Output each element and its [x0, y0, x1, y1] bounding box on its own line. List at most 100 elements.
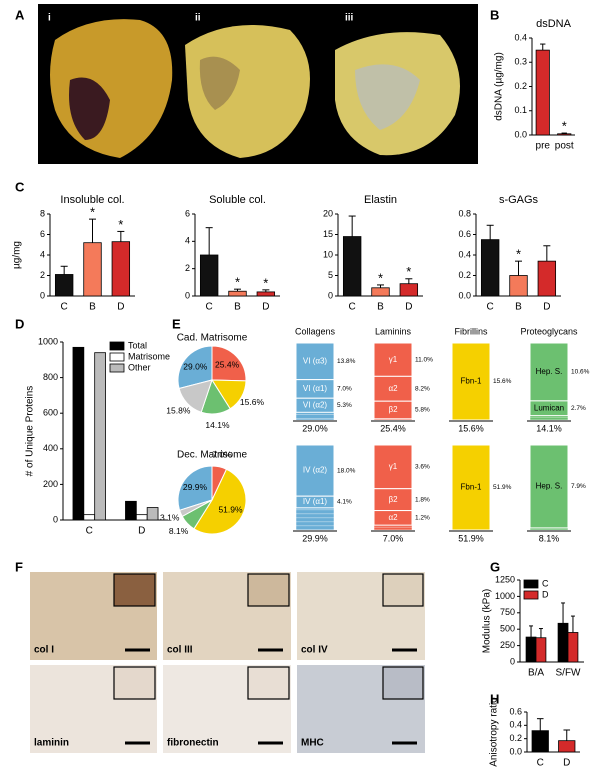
- bar: [399, 283, 419, 297]
- panel-label: D: [15, 316, 24, 331]
- pie-title: Cad. Matrisome: [177, 333, 248, 344]
- pie-label: 15.6%: [240, 397, 265, 407]
- y-tick-label: 0.1: [514, 105, 527, 115]
- bar: [535, 637, 547, 663]
- x-tick-label: C: [61, 302, 68, 313]
- stack-total: 8.1%: [539, 533, 560, 543]
- stack-segment: [295, 444, 335, 497]
- column-header: Proteoglycans: [520, 326, 578, 336]
- y-tick-label: 0: [53, 514, 58, 524]
- segment-name: β2: [388, 495, 398, 504]
- legend-label: D: [542, 589, 549, 599]
- heart-photo: [38, 4, 478, 164]
- stack-total: 25.4%: [380, 423, 406, 433]
- legend-swatch: [109, 352, 125, 362]
- y-tick-label: 250: [500, 640, 515, 650]
- segment-name: Hep. S.: [536, 482, 563, 491]
- legend-label: Matrisome: [128, 351, 170, 361]
- segment-value: 5.8%: [415, 407, 430, 414]
- bar: [135, 514, 148, 521]
- y-axis-label: # of Unique Proteins: [25, 386, 36, 477]
- y-tick-label: 1250: [495, 574, 515, 584]
- pie-label: 3.1%: [160, 512, 180, 522]
- y-tick-label: 4: [40, 249, 45, 259]
- pie-label: 15.8%: [166, 406, 191, 416]
- segment-value: 18.0%: [337, 467, 356, 474]
- stack-segment: [373, 510, 413, 526]
- pie-label: 29.0%: [183, 361, 208, 371]
- bar: [567, 632, 579, 663]
- y-axis-label: µg/mg: [12, 241, 23, 269]
- segment-value: 7.9%: [571, 483, 586, 490]
- significance-star: *: [562, 118, 567, 133]
- pie-label: 29.9%: [183, 482, 208, 492]
- y-tick-label: 0.4: [509, 720, 522, 730]
- y-tick-label: 0: [510, 656, 515, 666]
- y-tick-label: 800: [43, 372, 58, 382]
- chart-title: dsDNA: [536, 18, 572, 30]
- panel-label: E: [172, 316, 181, 331]
- y-tick-label: 0: [328, 290, 333, 300]
- x-tick-label: C: [349, 302, 356, 313]
- x-tick-label: C: [206, 302, 213, 313]
- pie-label: 51.9%: [218, 504, 243, 514]
- significance-star: *: [378, 270, 383, 285]
- pie-slice: [211, 345, 247, 382]
- segment-value: 3.6%: [415, 464, 430, 471]
- y-tick-label: 2: [40, 270, 45, 280]
- panel-label: F: [15, 559, 23, 574]
- y-tick-label: 200: [43, 479, 58, 489]
- stain-label: col III: [167, 645, 193, 656]
- bar: [83, 514, 96, 521]
- y-axis-label: Modulus (kPa): [482, 589, 493, 653]
- bar: [111, 241, 131, 297]
- x-tick-label: pre: [536, 141, 551, 152]
- stack-segment: [295, 495, 335, 509]
- y-tick-label: 0.8: [458, 208, 471, 218]
- stack-segment: [373, 400, 413, 420]
- segment-name: γ1: [389, 355, 398, 364]
- image-label: iii: [345, 13, 354, 24]
- y-tick-label: 1000: [495, 591, 515, 601]
- pie-label: 8.1%: [169, 526, 189, 536]
- segment-value: 2.7%: [571, 405, 586, 412]
- y-tick-label: 4: [185, 236, 190, 246]
- segment-value: 7.0%: [337, 386, 352, 393]
- y-tick-label: 0.3: [514, 57, 527, 67]
- segment-value: 1.2%: [415, 515, 430, 522]
- y-tick-label: 0.4: [514, 32, 527, 42]
- panel-label: G: [490, 559, 500, 574]
- bar: [557, 622, 569, 663]
- y-tick-label: 0: [40, 290, 45, 300]
- y-tick-label: 8: [40, 208, 45, 218]
- image-label: ii: [195, 13, 201, 24]
- panel-label: H: [490, 691, 499, 706]
- segment-name: IV (α2): [303, 466, 328, 475]
- segment-value: 51.9%: [493, 484, 512, 491]
- segment-value: 8.2%: [415, 385, 430, 392]
- stack-segment: [529, 400, 569, 417]
- stack-total: 14.1%: [536, 423, 562, 433]
- legend-swatch: [109, 341, 125, 351]
- y-tick-label: 0: [185, 290, 190, 300]
- segment-value: 11.0%: [415, 356, 433, 363]
- micrographs: [30, 572, 425, 753]
- legend-swatch: [109, 363, 125, 373]
- x-tick-label: B/A: [528, 668, 544, 679]
- legend-label: Other: [128, 362, 151, 372]
- segment-value: 10.6%: [571, 369, 590, 376]
- x-tick-label: D: [563, 758, 570, 769]
- bar: [125, 500, 137, 521]
- image-label: i: [48, 13, 51, 24]
- segment-name: Fbn-1: [461, 377, 482, 386]
- significance-star: *: [263, 275, 268, 290]
- pie-slice: [177, 465, 213, 511]
- x-tick-label: D: [262, 302, 269, 313]
- segment-name: γ1: [389, 462, 398, 471]
- bar: [531, 730, 549, 753]
- legend-swatch: [523, 579, 539, 589]
- bar: [371, 287, 390, 297]
- y-tick-label: 0.0: [514, 129, 527, 139]
- chart-title: Insoluble col.: [60, 194, 124, 206]
